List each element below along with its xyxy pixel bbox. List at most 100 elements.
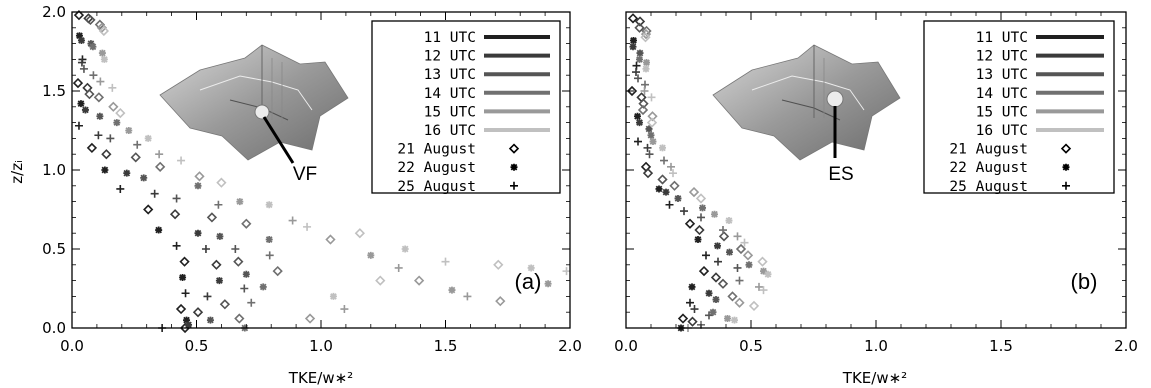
panel-a-point-2-13 — [242, 270, 250, 278]
panel-b-point-5-5 — [669, 169, 677, 178]
panel-b-point-0-11 — [702, 251, 710, 260]
panel-b-point-1-5 — [643, 143, 652, 152]
panel-b-x-tick-label-4: 2.0 — [1114, 337, 1138, 355]
panel-b-point-1-8 — [680, 207, 688, 216]
panel-b-point-1-7 — [662, 188, 670, 196]
panel-b-point-2-1 — [636, 49, 644, 57]
panel-b-ticks: 0.0 0.5 1.0 1.5 2.0 — [614, 11, 1138, 355]
panel-a-point-2-14 — [240, 284, 249, 293]
panel-b-point-1-4 — [636, 119, 643, 127]
panel-a-x-tick-label-2: 1.0 — [309, 337, 333, 355]
panel-b-point-5-2 — [647, 93, 656, 102]
panel-b-point-4-6 — [688, 186, 700, 198]
panel-b-legend-label-2: 13 UTC — [976, 67, 1028, 83]
panel-a-point-3-2 — [89, 71, 98, 80]
panel-b-point-3-1 — [636, 55, 643, 63]
panel-b-point-2-13 — [712, 296, 720, 304]
panel-b-site-label: ES — [828, 164, 853, 185]
panel-a-point-0-15 — [175, 303, 187, 315]
panel-a-point-3-9 — [241, 218, 252, 229]
panel-b-legend-label-4: 15 UTC — [976, 104, 1028, 120]
panel-a-legend-label-3: 14 UTC — [424, 86, 476, 102]
panel-b-point-2-11 — [733, 263, 742, 272]
panel-a-point-1-9 — [169, 209, 181, 220]
panel-a-point-5-10 — [401, 245, 409, 253]
panel-a-point-5-15 — [375, 275, 386, 286]
panel-a-point-3-13 — [259, 283, 267, 291]
panel-a-point-1-16 — [185, 321, 193, 329]
panel-a-site-label: VF — [293, 164, 317, 185]
panel-a-point-4-3 — [108, 101, 119, 112]
panel-a-point-0-1 — [75, 32, 83, 40]
panel-b-point-5-3 — [646, 117, 658, 128]
panel-b-point-4-9 — [742, 250, 754, 261]
panel-a-y-tick-label-1: 0.5 — [42, 240, 66, 258]
panel-a-x-tick-label-0: 0.0 — [60, 337, 84, 355]
panel-b-point-1-1 — [629, 43, 637, 51]
panel-a-legend-label-0: 11 UTC — [424, 30, 476, 46]
panel-a-point-2-0 — [85, 14, 96, 26]
panel-a-y-tick-label-3: 1.5 — [42, 82, 66, 100]
panel-a-legend-date-label-2: 25 August — [397, 179, 476, 195]
panel-a-point-5-1 — [100, 55, 108, 63]
panel-b-point-4-13 — [724, 315, 731, 323]
panel-a-legend-label-4: 15 UTC — [424, 104, 476, 120]
panel-a-point-4-2 — [96, 77, 105, 86]
panel-b-point-1-12 — [710, 272, 722, 283]
panel-a-point-2-15 — [219, 299, 231, 310]
panel-b-point-0-13 — [688, 283, 696, 291]
panel-a-legend-date-label-0: 21 August — [397, 142, 476, 158]
panel-b-legend-label-0: 11 UTC — [976, 30, 1028, 46]
panel-a-point-2-5 — [106, 134, 115, 143]
panel-a-point-0-0 — [73, 10, 85, 21]
panel-a-legend-label-1: 12 UTC — [424, 49, 476, 65]
panel-b-point-1-9 — [694, 224, 705, 236]
panel-b-legend-marker-2 — [1062, 181, 1070, 190]
panel-a-point-1-12 — [211, 259, 222, 270]
panel-a-point-1-4 — [81, 106, 89, 114]
panel-a-point-5-13 — [527, 264, 535, 272]
panel-b-point-0-7 — [655, 185, 663, 193]
panel-a-point-4-6 — [194, 171, 205, 182]
panel-b-point-4-0 — [640, 28, 652, 40]
panel-b-point-2-12 — [717, 278, 729, 289]
panel-a-terrain-inset — [159, 44, 349, 164]
panel-b-point-4-7 — [711, 210, 718, 218]
panel-b-point-0-4 — [634, 112, 641, 120]
panel-a-point-5-12 — [493, 259, 504, 270]
panel-a-point-0-4 — [77, 100, 85, 108]
panel-b: 0.0 0.5 1.0 1.5 2.0 ES 11 UTC 12 UTC 13 UTC 14 … — [614, 11, 1138, 387]
panel-a-point-2-8 — [172, 194, 181, 203]
panel-a-point-2-9 — [206, 212, 218, 223]
panel-b-point-1-2 — [632, 68, 640, 77]
panel-b-point-3-13 — [709, 308, 717, 316]
panel-b-x-axis-title: TKE/w∗² — [842, 369, 907, 387]
panel-b-legend-marker-1 — [1062, 163, 1070, 171]
panel-b-point-0-14 — [686, 298, 694, 307]
panel-a-legend-box — [371, 20, 561, 194]
panel-a-point-0-3 — [72, 77, 84, 89]
panel-a-point-0-13 — [179, 273, 187, 281]
panel-a-point-0-6 — [86, 142, 98, 154]
panel-b-point-5-4 — [659, 144, 666, 152]
panel-b-point-1-13 — [705, 289, 713, 297]
panel-a-y-tick-label-2: 1.0 — [42, 161, 66, 179]
panel-b-point-5-12 — [748, 300, 760, 312]
panel-b-point-2-2 — [634, 74, 642, 83]
panel-a-point-4-13 — [448, 286, 456, 294]
panel-b-point-1-11 — [714, 257, 722, 266]
panel-b-point-5-1 — [642, 65, 650, 73]
panel-b-legend-date-label-1: 22 August — [949, 160, 1028, 176]
panel-a-point-1-5 — [94, 131, 103, 140]
panel-a-point-0-7 — [101, 166, 109, 174]
panel-b-point-2-14 — [705, 311, 713, 320]
panel-a-point-5-6 — [216, 177, 227, 188]
panel-a-point-5-16 — [329, 292, 337, 300]
panel-a-point-2-3 — [84, 89, 95, 100]
panel-b-legend: 11 UTC 12 UTC 13 UTC 14 UTC 15 UTC 16 UTC 21 A… — [923, 20, 1115, 195]
panel-a-point-4-17 — [340, 305, 349, 314]
panel-a-ticks: 0.0 0.5 1.0 1.5 2.0 0.0 0.5 1.0 1.5 2.0 — [42, 3, 582, 355]
panel-b-point-2-9 — [718, 231, 730, 242]
panel-a-tag: (a) — [515, 269, 542, 294]
